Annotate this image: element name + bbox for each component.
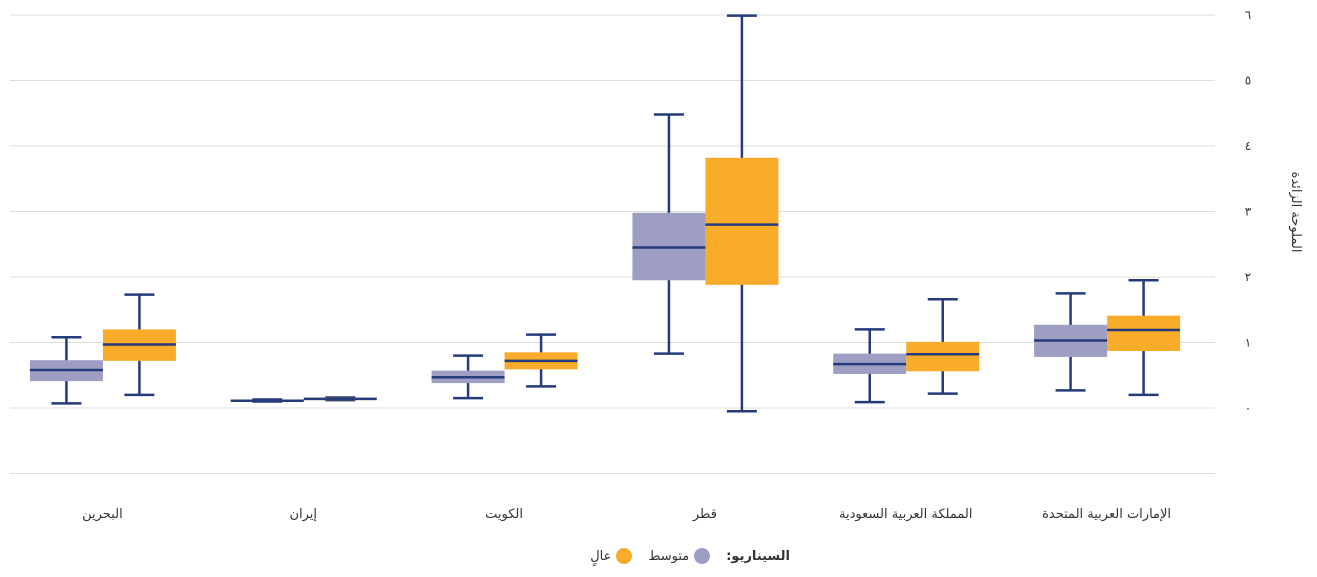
- box-series: [29, 14, 1181, 413]
- legend-item-medium[interactable]: متوسط: [648, 548, 711, 564]
- y-tick-label: ٤: [1245, 139, 1251, 153]
- y-axis-ticks: ٠ ١ ٢ ٣ ٤ ٥ ٦: [1245, 8, 1252, 415]
- y-axis-title: الملوحة الزائدة: [1288, 172, 1303, 253]
- box-high[interactable]: [906, 298, 980, 395]
- box-high[interactable]: [705, 14, 779, 413]
- legend-label-high: عالٍ: [590, 548, 612, 564]
- x-category-label: قطر: [692, 507, 717, 522]
- legend-dot-medium: [694, 548, 711, 564]
- box-medium[interactable]: [431, 354, 505, 400]
- legend-title: السيناريو:: [726, 548, 790, 564]
- legend-label-medium: متوسط: [648, 548, 690, 564]
- legend: السيناريو: متوسط عالٍ: [0, 548, 1317, 572]
- box-medium[interactable]: [29, 336, 103, 405]
- y-tick-label: ٣: [1245, 205, 1252, 219]
- legend-dot-high: [616, 548, 633, 564]
- box-high[interactable]: [1107, 279, 1181, 397]
- x-category-label: المملكة العربية السعودية: [839, 507, 972, 522]
- box-high[interactable]: [102, 293, 176, 397]
- x-category-label: البحرين: [82, 507, 123, 522]
- x-axis-categories: البحرين إيران الكويت قطر المملكة العربية الس…: [82, 507, 1171, 522]
- y-tick-label: ٠: [1245, 401, 1251, 415]
- box-medium[interactable]: [230, 398, 304, 403]
- box-medium[interactable]: [632, 113, 706, 355]
- grid-lines: [10, 14, 1215, 474]
- x-category-label: الكويت: [485, 507, 523, 522]
- x-category-label: الإمارات العربية المتحدة: [1042, 507, 1171, 522]
- box-medium[interactable]: [833, 328, 907, 404]
- legend-inner: السيناريو: متوسط عالٍ: [580, 548, 790, 564]
- y-tick-label: ١: [1245, 336, 1251, 350]
- box-body: [705, 157, 779, 285]
- legend-item-high[interactable]: عالٍ: [590, 548, 633, 564]
- box-body: [1107, 315, 1181, 352]
- y-tick-label: ٥: [1245, 74, 1251, 88]
- box-medium[interactable]: [1034, 292, 1108, 392]
- box-high[interactable]: [303, 396, 377, 402]
- y-tick-label: ٢: [1245, 270, 1251, 284]
- y-tick-label: ٦: [1245, 8, 1251, 22]
- x-category-label: إيران: [289, 507, 317, 522]
- box-body: [906, 341, 980, 372]
- box-high[interactable]: [504, 333, 578, 388]
